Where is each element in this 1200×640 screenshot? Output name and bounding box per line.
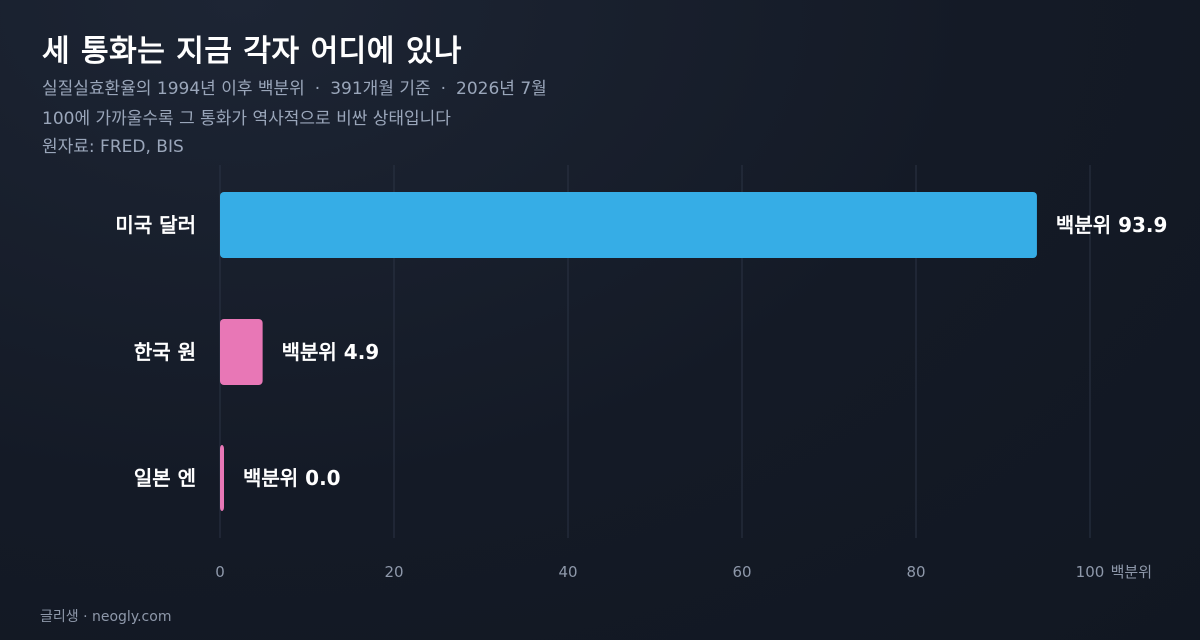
source-note: 원자료: FRED, BIS [42,137,184,157]
subtitle-measure: 실질실효환율의 1994년 이후 백분위 [42,79,305,99]
x-tick-label: 60 [732,563,751,581]
x-tick-label: 0 [215,563,225,581]
value-label: 백분위 93.9 [1056,213,1168,237]
subtitle-sample: 391개월 기준 [330,79,431,99]
subtitle-separator: · [440,79,447,99]
subtitle-date: 2026년 7월 [456,79,547,99]
subtitle-line-2: 100에 가까울수록 그 통화가 역사적으로 비싼 상태입니다 [42,109,451,129]
page-title: 세 통화는 지금 각자 어디에 있나 [42,34,463,69]
value-label: 백분위 0.0 [243,466,341,490]
subtitle-separator: · [314,79,321,99]
x-tick-label: 20 [384,563,403,581]
bar [220,192,1037,258]
category-label: 일본 엔 [134,466,196,490]
value-label: 백분위 4.9 [282,340,380,364]
x-tick-label: 100 [1076,563,1105,581]
subtitle-line-1: 실질실효환율의 1994년 이후 백분위 · 391개월 기준 · 2026년 7월 [42,74,547,99]
x-tick-label: 40 [558,563,577,581]
bar [220,445,224,511]
x-tick-label: 80 [906,563,925,581]
footer-credit: 글리생 · neogly.com [40,609,172,625]
bar [220,319,263,385]
category-label: 한국 원 [134,340,196,364]
category-label: 미국 달러 [115,213,196,237]
x-axis-title: 백분위 [1111,563,1152,581]
